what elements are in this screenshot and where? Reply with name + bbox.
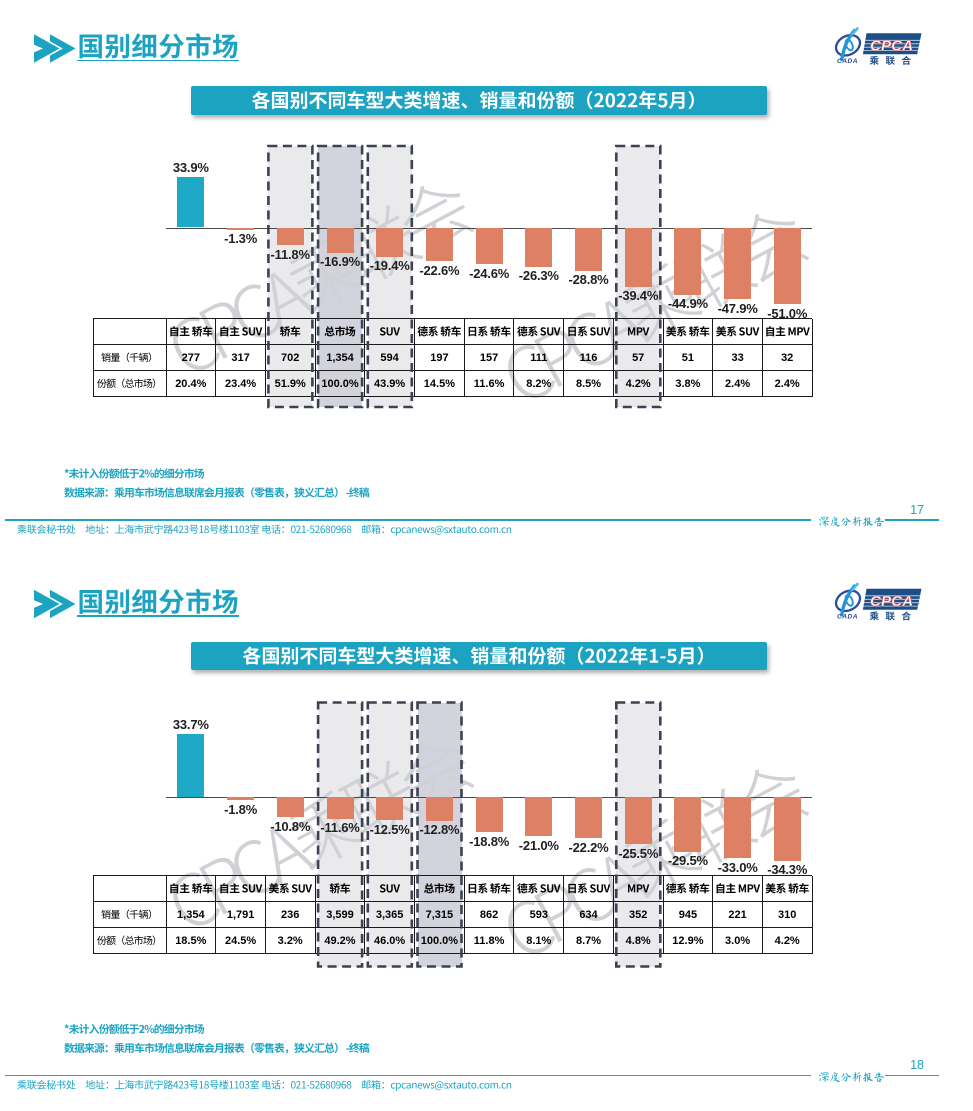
svg-text:CPCA: CPCA xyxy=(870,38,913,55)
svg-text:CADA: CADA xyxy=(837,613,858,620)
svg-text:CPCA: CPCA xyxy=(870,593,913,610)
svg-text:CADA: CADA xyxy=(837,58,858,65)
